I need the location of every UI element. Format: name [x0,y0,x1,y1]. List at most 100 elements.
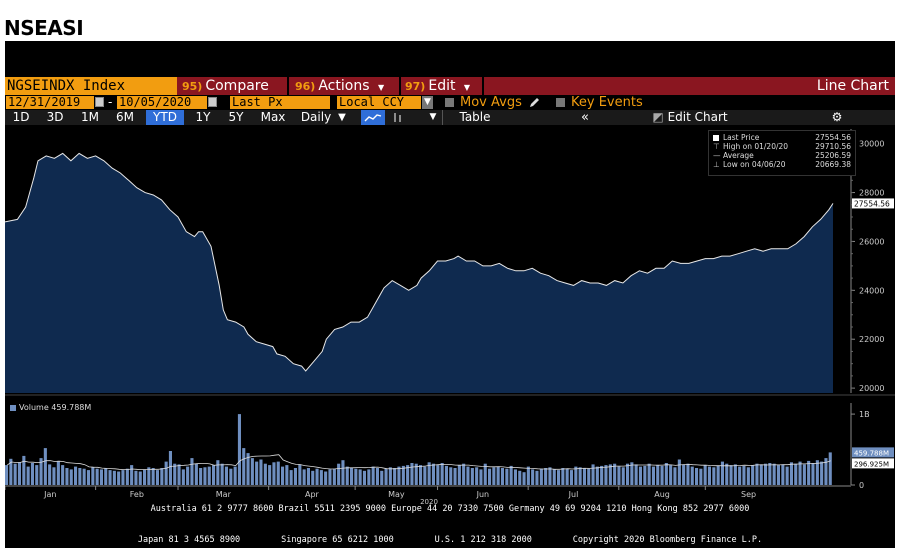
x-month-label: Aug [654,490,670,499]
volume-bar [539,468,543,485]
currency-selector[interactable]: Local CCY [337,96,421,109]
volume-bar [306,468,310,485]
key-events-label[interactable]: Key Events [571,95,643,110]
volume-bar [203,467,207,485]
volume-bar [250,458,254,485]
volume-bar [755,463,759,485]
volume-bar [345,466,349,485]
chart-legend: Last Price 27554.56 ⊤ High on 01/20/20 29… [708,130,856,176]
volume-bar [595,466,599,485]
settings-gear-icon[interactable]: ⚙ [831,110,843,124]
x-month-label: Jul [568,490,579,499]
volume-bar [436,465,440,485]
frequency-selector[interactable]: Daily [300,110,332,124]
volume-bar [789,462,793,485]
legend-low-label: Low on 04/06/20 [723,160,786,169]
volume-bar [548,467,552,485]
ticker-field[interactable]: NGSEINDX Index [5,77,177,95]
edit-chart-icon: ◩ [652,110,664,124]
period-max-button[interactable]: Max [260,110,286,124]
start-date-field[interactable]: 12/31/2019 [6,96,94,109]
volume-bar [130,465,134,485]
volume-bar [492,467,496,485]
chart-style-dropdown-arrow-icon[interactable]: ▼ [429,112,437,122]
volume-bar [199,468,203,485]
volume-bar [69,469,73,485]
edit-menu[interactable]: 97) Edit ▼ [405,77,470,95]
volume-bar [695,468,699,485]
volume-bar [621,467,625,485]
key-events-checkbox[interactable] [556,98,565,107]
volume-bar [108,470,112,485]
volume-bar [772,463,776,485]
pencil-icon[interactable] [529,97,540,108]
volume-bar [155,470,159,485]
end-date-calendar-icon[interactable] [208,97,217,107]
edit-menu-number: 97) [405,80,426,93]
period-6m-button[interactable]: 6M [116,110,134,124]
volume-bar [173,463,177,485]
volume-bar [61,465,65,485]
volume-bar [453,468,457,485]
mov-avgs-checkbox[interactable] [445,98,454,107]
volume-bar [449,467,453,485]
volume-bar [578,467,582,485]
collapse-chevrons-icon[interactable]: « [581,110,589,125]
price-volume-chart[interactable]: 20000 22000 24000 26000 28000 30000 27554.56 1B… [5,125,895,548]
volume-bar [337,463,341,485]
volume-bar [617,466,621,485]
period-ytd-button[interactable]: YTD [146,110,184,125]
period-1m-button[interactable]: 1M [81,110,99,124]
y-tick-label: 30000 [859,140,884,149]
menu-divider [399,77,401,95]
x-month-label: Apr [305,490,320,499]
volume-bar [656,465,660,485]
volume-bar [535,470,539,485]
volume-bar [569,470,573,485]
mov-avgs-label[interactable]: Mov Avgs [460,95,522,110]
volume-bar [99,469,103,485]
frequency-dropdown-arrow-icon[interactable]: ▼ [338,112,346,123]
volume-bar [143,469,147,485]
line-chart-icon[interactable] [361,110,385,125]
volume-bar [367,469,371,485]
footer-contacts-line2: Japan 81 3 4565 8900 Singapore 65 6212 1… [137,535,763,545]
volume-bar [78,468,82,485]
period-3d-button[interactable]: 3D [46,110,64,124]
compare-menu-number: 95) [182,80,203,93]
period-1d-button[interactable]: 1D [12,110,30,124]
volume-bar [341,460,345,485]
volume-bar [626,463,630,485]
x-month-label: Sep [741,490,756,499]
footer-contacts-line1: Australia 61 2 9777 8600 Brazil 5511 239… [150,504,750,514]
volume-bar [820,461,824,485]
volume-bar [302,469,306,485]
volume-bar [229,468,233,485]
table-button[interactable]: Table [459,110,491,124]
volume-bar [431,463,435,485]
end-date-field[interactable]: 10/05/2020 [117,96,207,109]
period-1y-button[interactable]: 1Y [195,110,211,124]
legend-high-value: 29710.56 [815,142,851,151]
volume-bar [74,466,78,485]
start-date-calendar-icon[interactable] [95,97,104,107]
bar-chart-icon[interactable] [389,110,407,125]
volume-tick-label: 0 [859,481,864,490]
volume-bar [703,465,707,485]
volume-bar [651,466,655,485]
actions-menu-number: 96) [295,80,316,93]
volume-bar [263,463,267,485]
volume-bar [828,452,832,485]
volume-bar [483,463,487,485]
edit-chart-button[interactable]: ◩ Edit Chart [645,110,735,125]
period-5y-button[interactable]: 5Y [228,110,244,124]
low-marker-icon: ⊥ [713,160,720,169]
legend-low-value: 20669.38 [815,160,851,169]
volume-bar [5,465,9,485]
price-field-selector[interactable]: Last Px [230,96,330,109]
chart-type-label[interactable]: Line Chart [816,78,889,94]
compare-menu[interactable]: 95) Compare [182,77,269,95]
currency-dropdown-arrow-icon[interactable]: ▼ [422,96,433,109]
volume-bar [600,465,604,485]
actions-menu[interactable]: 96) Actions ▼ [295,77,384,95]
